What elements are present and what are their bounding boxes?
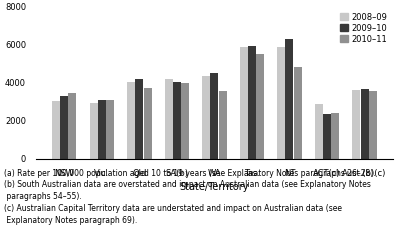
Bar: [89, 103, 98, 159]
Bar: [106, 100, 114, 159]
Bar: [210, 73, 218, 159]
Bar: [60, 96, 68, 159]
Bar: [98, 100, 106, 159]
Bar: [52, 101, 60, 159]
Bar: [352, 90, 360, 159]
Bar: [144, 88, 152, 159]
Bar: [331, 113, 339, 159]
X-axis label: State/Territory: State/Territory: [179, 182, 249, 192]
Bar: [181, 83, 189, 159]
Bar: [323, 114, 331, 159]
Bar: [277, 47, 285, 159]
Bar: [285, 39, 293, 159]
Bar: [248, 46, 256, 159]
Bar: [294, 67, 302, 159]
Bar: [127, 82, 135, 159]
Bar: [173, 82, 181, 159]
Bar: [219, 91, 227, 159]
Bar: [256, 54, 264, 159]
Bar: [202, 76, 210, 159]
Y-axis label: Rate: Rate: [0, 72, 2, 93]
Bar: [69, 93, 77, 159]
Bar: [165, 79, 173, 159]
Bar: [315, 104, 323, 159]
Legend: 2008–09, 2009–10, 2010–11: 2008–09, 2009–10, 2010–11: [338, 11, 389, 45]
Bar: [369, 91, 377, 159]
Text: (a) Rate per 100,000 population aged 10 to 19 years (see Explanatory Notes parag: (a) Rate per 100,000 population aged 10 …: [4, 168, 376, 225]
Bar: [135, 79, 143, 159]
Bar: [360, 89, 368, 159]
Bar: [240, 47, 248, 159]
